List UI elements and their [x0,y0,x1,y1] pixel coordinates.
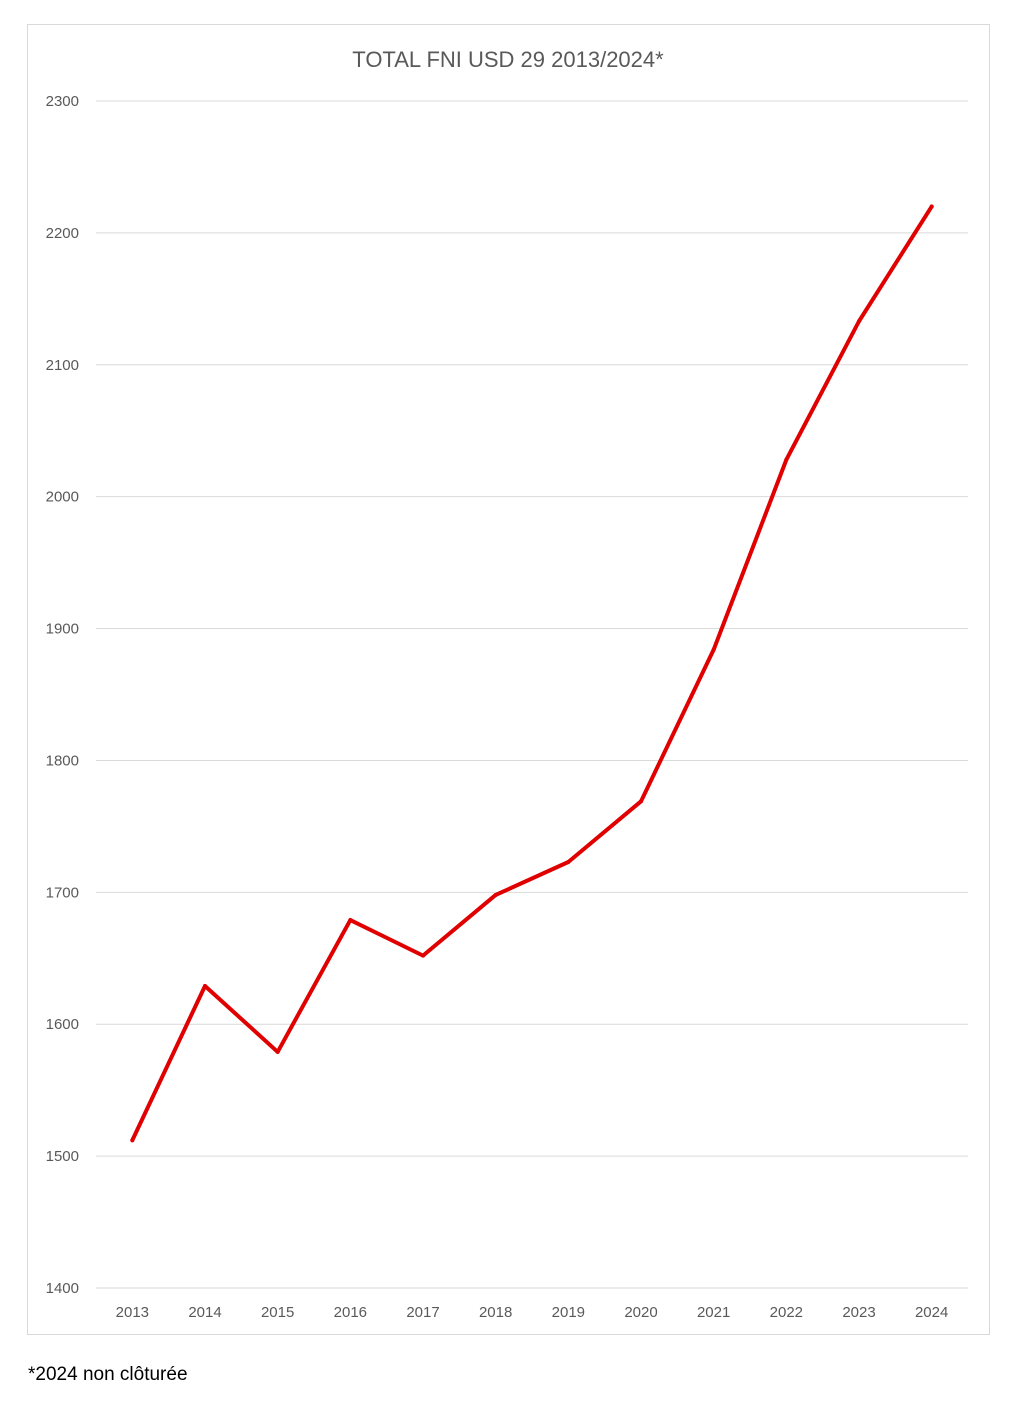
x-tick-label: 2019 [552,1304,585,1321]
y-tick-label: 1600 [46,1016,79,1033]
y-tick-label: 2000 [46,489,79,506]
y-tick-label: 1900 [46,621,79,638]
x-tick-label: 2017 [406,1304,439,1321]
y-tick-label: 1700 [46,884,79,901]
data-point [130,1138,135,1143]
footnote: *2024 non clôturée [28,1364,188,1385]
y-tick-label: 1800 [46,752,79,769]
x-tick-label: 2020 [624,1304,657,1321]
data-point [784,457,789,462]
x-tick-label: 2016 [334,1304,367,1321]
y-tick-label: 2200 [46,225,79,242]
x-tick-label: 2018 [479,1304,512,1321]
x-tick-label: 2021 [697,1304,730,1321]
data-point [639,799,643,804]
y-axis-ticks: 1400 1500 1600 1700 1800 1900 2000 2100 2200 2300 [46,93,79,1297]
data-point [857,319,861,324]
x-tick-label: 2014 [188,1304,221,1321]
data-point [203,983,207,988]
series-line [130,204,934,1143]
x-tick-label: 2022 [770,1304,803,1321]
x-axis-ticks: 2013 2014 2015 2016 2017 2018 2019 2020 2021 2022… [116,1304,949,1321]
x-tick-label: 2013 [116,1304,149,1321]
data-point [348,918,353,923]
y-tick-label: 1500 [46,1148,79,1165]
x-tick-label: 2024 [915,1304,948,1321]
data-point [493,892,498,897]
y-tick-label: 1400 [46,1280,79,1297]
y-tick-label: 2100 [46,357,79,374]
data-point [421,953,425,958]
data-point [711,647,716,652]
x-tick-label: 2023 [842,1304,875,1321]
data-point [566,859,571,864]
data-point [275,1049,280,1054]
gridlines [96,100,968,1289]
y-tick-label: 2300 [46,93,79,110]
x-tick-label: 2015 [261,1304,294,1321]
chart-title: TOTAL FNI USD 29 2013/2024* [352,47,664,72]
chart-frame [27,24,990,1335]
data-point [929,204,934,209]
series-layer [130,204,934,1143]
